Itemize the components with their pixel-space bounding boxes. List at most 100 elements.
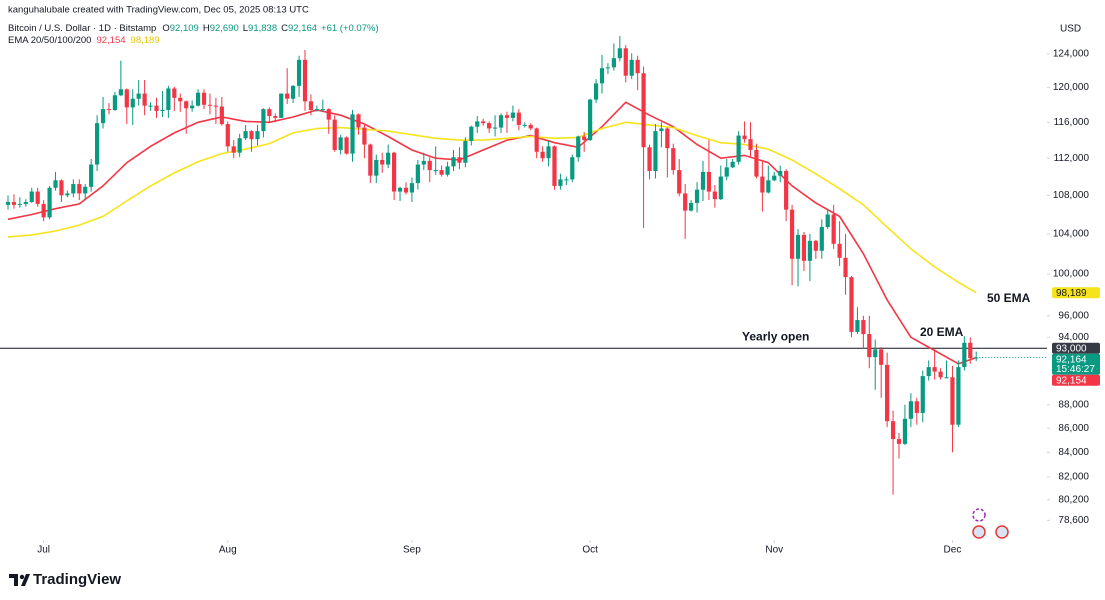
candle-body [267, 109, 272, 117]
x-tick-label: Jul [37, 545, 50, 556]
candle-body [195, 92, 201, 106]
candle-body [528, 124, 533, 129]
candle-body [920, 376, 925, 413]
symbol-title: Bitcoin / U.S. Dollar · 1D · Bitstamp [8, 23, 156, 34]
x-tick-label: Nov [765, 545, 783, 556]
candle-body [421, 160, 426, 165]
candle-body [742, 135, 747, 140]
candle-body [570, 157, 575, 180]
ohlc-value: 91,838 [248, 23, 277, 34]
candle-body [29, 191, 34, 202]
candle-body [166, 88, 171, 110]
candle-body [968, 342, 973, 359]
candle-body [41, 203, 46, 218]
candle-body [326, 109, 331, 120]
indicator-value: 98,189 [131, 35, 160, 46]
candle-body [635, 59, 640, 74]
candle-body [522, 124, 527, 126]
price-countdown: 15:46:27 [1056, 364, 1095, 375]
candle-body [867, 334, 872, 358]
candle-body [593, 83, 599, 100]
ohlc-key: H [203, 23, 210, 34]
candle-body [190, 105, 195, 109]
event-icons [972, 508, 1009, 539]
candle-body [724, 167, 729, 177]
ohlc-value: 92,164 [288, 23, 317, 34]
candle-body [5, 201, 11, 205]
price-label-box [1052, 374, 1100, 386]
y-tick-label: 108,000 [1053, 190, 1090, 201]
candle-body [754, 149, 759, 177]
candle-body [320, 109, 325, 111]
x-tick-label: Sep [403, 545, 421, 556]
candle-body [908, 401, 913, 419]
candle-body [95, 123, 100, 165]
candle-body [314, 109, 319, 111]
event-icon[interactable] [972, 525, 986, 539]
candle-body [451, 157, 456, 167]
candle-body [487, 123, 492, 129]
candle-body [35, 191, 40, 204]
brand: TradingView [33, 571, 121, 588]
candle-body [576, 136, 581, 158]
event-icon[interactable] [995, 525, 1009, 539]
candle-body [207, 104, 213, 106]
candle-body [184, 101, 189, 109]
candle-body [148, 105, 153, 107]
candle-body [599, 68, 605, 84]
candle-body [974, 357, 979, 359]
candle-body [433, 170, 438, 172]
candle-body [677, 170, 682, 194]
currency: USD [1060, 24, 1081, 35]
candle-body [653, 131, 658, 172]
candle-body [605, 67, 611, 69]
candle-body [409, 183, 415, 193]
candle-body [469, 126, 474, 141]
candle-body [873, 349, 878, 358]
candle-body [255, 131, 260, 140]
candle-body [71, 184, 76, 194]
candle-body [160, 109, 165, 111]
candle-body [700, 171, 706, 190]
price-label-box [1052, 342, 1100, 354]
credit: kanguhalubale created with TradingView.c… [8, 5, 309, 16]
price-label: 98,189 [1056, 288, 1087, 299]
candle-body [356, 114, 361, 128]
candle-body [778, 171, 783, 176]
candle-body [380, 159, 385, 165]
candle-body [83, 186, 88, 194]
candle-body [261, 109, 266, 132]
price-label: 92,164 [1056, 354, 1087, 365]
change: +61 (+0.07%) [321, 23, 379, 34]
candle-body [813, 240, 818, 251]
candle-body [647, 147, 652, 172]
candle-body [504, 115, 510, 118]
candle-body [819, 227, 824, 251]
candle-body [154, 105, 159, 111]
candle-body [712, 191, 717, 200]
candle-body [885, 364, 890, 422]
candle-body [53, 180, 58, 188]
price-label-box [1052, 353, 1100, 375]
candle-body [510, 112, 515, 118]
candle-body [172, 88, 177, 98]
candle-body [213, 105, 218, 107]
y-tick-label: 116,000 [1054, 117, 1090, 128]
x-tick-label: Dec [944, 545, 962, 556]
candle-body [617, 48, 622, 59]
candle-body [564, 179, 569, 181]
price-label: 93,000 [1056, 343, 1087, 354]
event-icon[interactable] [972, 508, 986, 522]
candle-body [890, 421, 896, 440]
candle-body [914, 401, 919, 413]
candle-body [296, 59, 302, 86]
candle-body [285, 93, 290, 99]
y-tick-label: 120,000 [1053, 82, 1090, 93]
candle-body [492, 127, 498, 129]
candle-body [896, 439, 902, 444]
candle-body [308, 101, 314, 110]
ohlc-key: C [281, 23, 288, 34]
plot-area: 124,000 120,000 116,000 112,000 108,000 104,0… [0, 36, 1100, 556]
